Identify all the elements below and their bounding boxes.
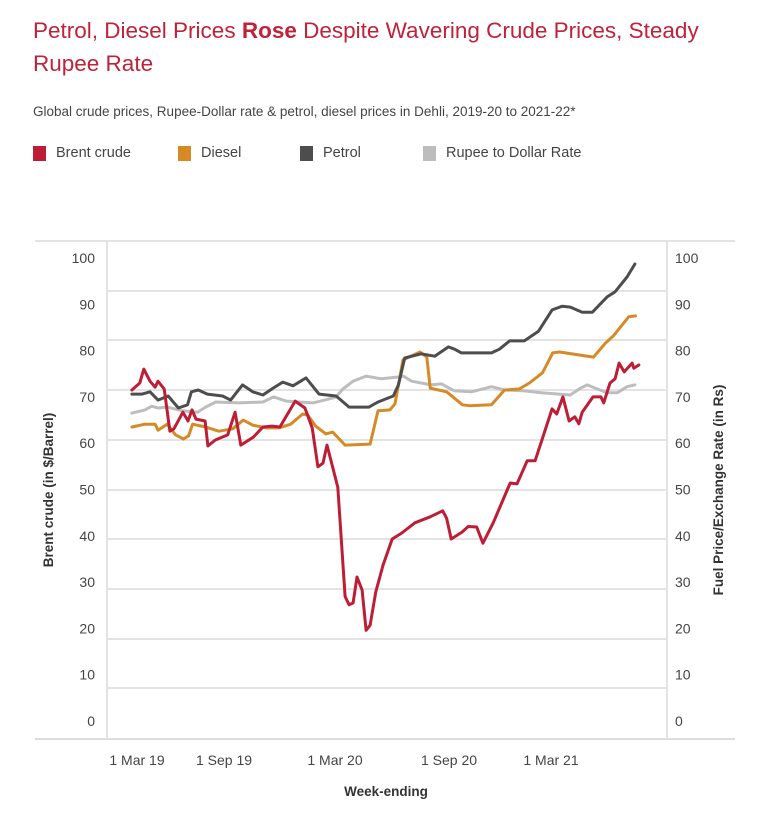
series-line-diesel [130, 314, 637, 447]
gridlines [35, 240, 735, 740]
y-tick-label-left: 90 [79, 296, 95, 312]
series-lines [130, 262, 641, 632]
y-tick-label-left: 70 [79, 389, 95, 405]
title-emphasis: Rose [241, 18, 297, 43]
y-tick-label-right: 50 [675, 482, 691, 498]
y-tick-label-right: 60 [675, 435, 691, 451]
legend-item-petrol: Petrol [300, 145, 423, 161]
x-tick-label: 1 Mar 19 [109, 752, 164, 768]
legend-label: Diesel [201, 145, 242, 161]
y-axis-title-left: Brent crude (in $/Barrel) [41, 413, 56, 568]
legend-label: Petrol [323, 145, 361, 161]
chart-title: Petrol, Diesel Prices Rose Despite Waver… [33, 14, 753, 80]
legend-item-rupee: Rupee to Dollar Rate [423, 145, 581, 161]
title-text: Petrol, Diesel Prices [33, 18, 242, 43]
y-tick-label-left: 10 [79, 667, 95, 683]
y-tick-label-right: 90 [675, 296, 691, 312]
x-tick-label: 1 Mar 21 [523, 752, 578, 768]
y-tick-label-right: 0 [675, 713, 683, 729]
y-tick-label-right: 20 [675, 620, 691, 636]
y-axis-title-right: Fuel Price/Exchange Rate (in Rs) [711, 385, 726, 596]
legend: Brent crude Diesel Petrol Rupee to Dolla… [33, 145, 581, 161]
x-tick-label: 1 Sep 19 [196, 752, 252, 768]
y-tick-label-right: 30 [675, 574, 691, 590]
y-tick-label-left: 30 [79, 574, 95, 590]
y-tick-label-right: 10 [675, 667, 691, 683]
legend-swatch [423, 145, 436, 161]
y-tick-label-left: 0 [87, 713, 95, 729]
legend-item-brent: Brent crude [33, 145, 178, 161]
legend-item-diesel: Diesel [178, 145, 300, 161]
y-tick-label-right: 40 [675, 528, 691, 544]
y-tick-label-right: 80 [675, 343, 691, 359]
chart-subtitle: Global crude prices, Rupee-Dollar rate &… [33, 104, 576, 119]
legend-swatch [33, 145, 46, 161]
series-line-brent-crude [130, 361, 641, 632]
legend-label: Rupee to Dollar Rate [446, 145, 582, 161]
x-axis-title: Week-ending [344, 784, 428, 799]
series-line-petrol [130, 262, 637, 410]
title-text-end: Despite Wavering Crude Prices, Steady Ru… [33, 18, 699, 76]
x-tick-label: 1 Mar 20 [307, 752, 362, 768]
series-line-rupee-to-dollar-rate [130, 374, 637, 415]
y-tick-label-right: 100 [675, 250, 699, 266]
y-tick-label-left: 100 [72, 250, 96, 266]
x-tick-label: 1 Sep 20 [421, 752, 477, 768]
legend-label: Brent crude [56, 145, 131, 161]
legend-swatch [300, 145, 313, 161]
y-tick-label-left: 60 [79, 435, 95, 451]
y-tick-label-left: 20 [79, 620, 95, 636]
y-tick-label-right: 70 [675, 389, 691, 405]
y-tick-label-left: 50 [79, 482, 95, 498]
y-tick-label-left: 80 [79, 343, 95, 359]
legend-swatch [178, 145, 191, 161]
y-tick-label-left: 40 [79, 528, 95, 544]
